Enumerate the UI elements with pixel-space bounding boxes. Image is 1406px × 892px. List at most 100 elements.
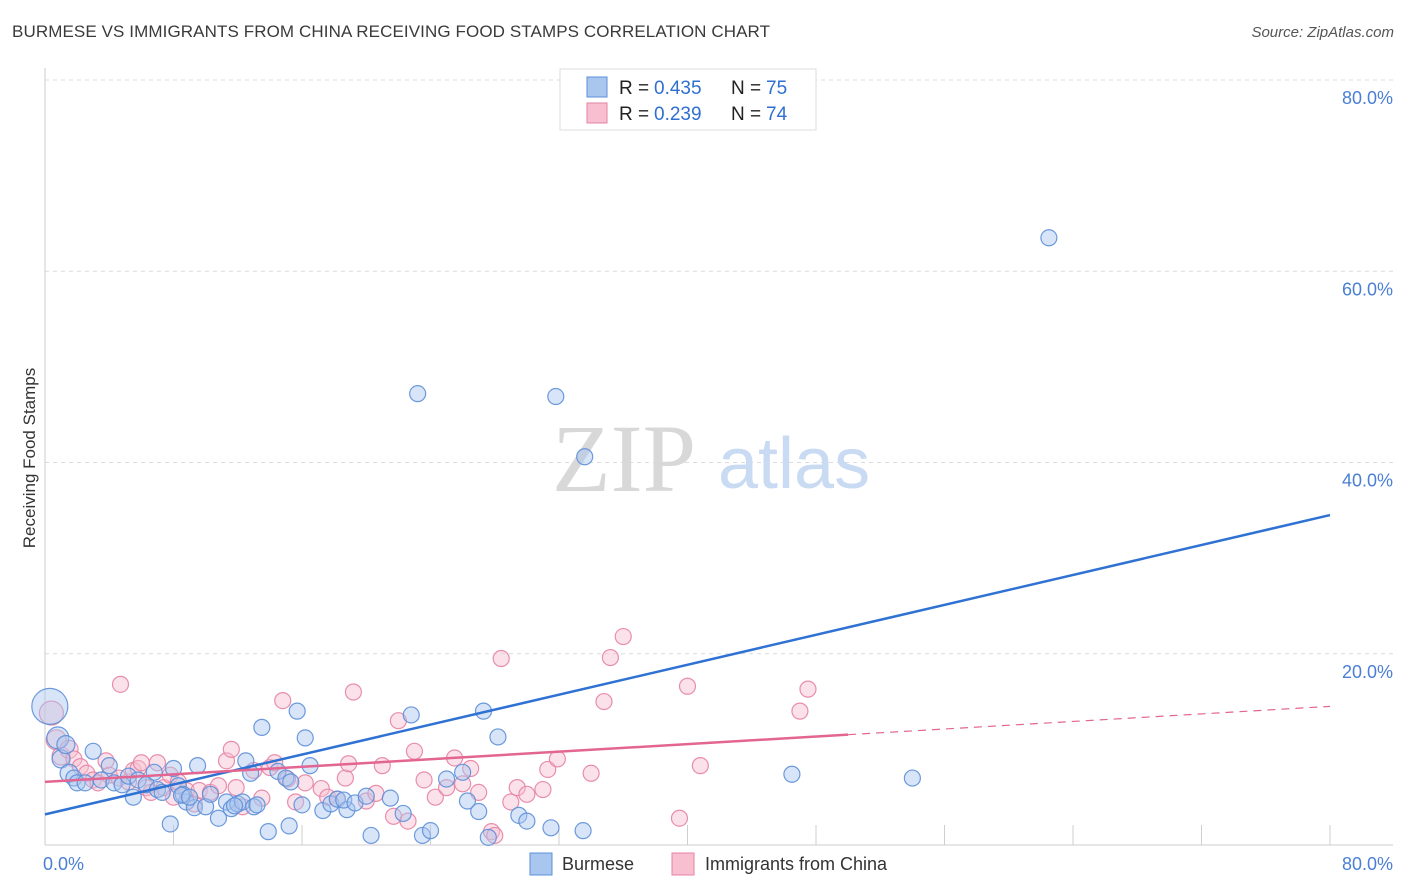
- burmese-point-71: [489, 728, 507, 746]
- bottom-legend-swatch-burmese: [529, 852, 553, 876]
- china-point-63: [492, 649, 510, 668]
- china-point-72: [601, 648, 620, 667]
- china-point-31: [227, 779, 245, 797]
- china-point-77: [791, 702, 809, 720]
- chart-source: Source: ZipAtlas.com: [1251, 24, 1394, 41]
- china-point-66: [518, 785, 536, 803]
- burmese-point-51: [280, 817, 298, 835]
- china-point-56: [437, 779, 456, 797]
- burmese-point-64: [421, 822, 440, 840]
- y-axis-label: Receiving Food Stamps: [20, 368, 39, 548]
- burmese-point-77: [576, 448, 594, 466]
- china-point-71: [582, 764, 600, 782]
- burmese-point-2: [51, 749, 71, 769]
- burmese-point-57: [357, 787, 375, 805]
- china-point-73: [614, 627, 632, 646]
- burmese-point-58: [362, 826, 380, 845]
- burmese-point-61: [402, 706, 420, 724]
- burmese-point-35: [233, 793, 252, 811]
- legend: R = 0.435 N = 75 R = 0.239 N = 74: [559, 68, 817, 131]
- burmese-point-53: [328, 790, 346, 808]
- burmese-point-5: [65, 769, 83, 787]
- china-point-59: [462, 759, 480, 778]
- burmese-point-74: [547, 387, 565, 406]
- burmese-point-46: [288, 702, 306, 720]
- burmese-point-68: [470, 802, 488, 821]
- china-trend-line: [44, 733, 849, 784]
- china-point-55: [426, 788, 444, 806]
- china-point-64: [502, 793, 520, 811]
- china-point-62: [486, 826, 504, 845]
- burmese-point-79: [903, 769, 921, 787]
- watermark: ZIP atlas: [552, 405, 870, 512]
- burmese-point-31: [209, 809, 228, 827]
- burmese-point-60: [394, 804, 412, 823]
- china-point-74: [670, 809, 689, 827]
- china-point-75: [678, 677, 697, 695]
- china-point-41: [312, 779, 330, 798]
- burmese-point-8: [84, 742, 102, 760]
- burmese-point-20: [161, 815, 179, 833]
- burmese-point-28: [188, 757, 207, 775]
- y-tick-label-1: 40.0%: [1342, 471, 1393, 491]
- burmese-trend-line: [44, 513, 1331, 816]
- china-point-68: [539, 760, 557, 779]
- burmese-point-30: [201, 785, 220, 803]
- burmese-point-66: [454, 763, 472, 781]
- legend-r-value-china: 0.239: [654, 104, 702, 125]
- y-tick-labels: 20.0% 40.0% 60.0% 80.0%: [1342, 88, 1393, 682]
- burmese-point-47: [293, 796, 311, 814]
- burmese-point-40: [225, 797, 244, 815]
- burmese-point-80: [1040, 229, 1058, 247]
- chart-title: BURMESE VS IMMIGRANTS FROM CHINA RECEIVI…: [12, 22, 771, 41]
- china-point-37: [274, 692, 292, 710]
- burmese-point-7: [76, 774, 94, 792]
- legend-r-label-burmese: R =: [619, 78, 649, 99]
- burmese-point-10: [100, 757, 118, 775]
- burmese-point-67: [458, 792, 477, 810]
- burmese-point-59: [381, 789, 399, 807]
- burmese-point-0: [31, 687, 69, 725]
- burmese-point-17: [145, 763, 163, 781]
- legend-r-label-china: R =: [619, 104, 649, 125]
- legend-n-value-china: 74: [766, 104, 788, 125]
- legend-swatch-burmese: [586, 76, 608, 98]
- china-point-30: [222, 740, 240, 758]
- burmese-point-3: [56, 734, 76, 755]
- bottom-legend-label-burmese: Burmese: [562, 854, 634, 874]
- legend-n-label-china: N =: [731, 104, 761, 125]
- burmese-point-63: [413, 826, 432, 845]
- burmese-point-48: [296, 729, 314, 747]
- china-point-54: [415, 771, 433, 789]
- bottom-legend-label-china: Immigrants from China: [705, 854, 888, 874]
- china-point-67: [534, 780, 552, 799]
- burmese-point-45: [282, 773, 300, 791]
- burmese-point-62: [409, 385, 427, 403]
- legend-n-value-burmese: 75: [766, 78, 787, 99]
- gridlines: [44, 79, 1393, 845]
- burmese-point-76: [542, 819, 560, 837]
- china-point-70: [595, 692, 613, 711]
- china-point-76: [691, 757, 709, 775]
- legend-swatch-china: [586, 102, 608, 124]
- china-point-0: [38, 700, 65, 726]
- bottom-legend-swatch-china: [671, 852, 695, 876]
- x-tick-label-min: 0.0%: [43, 854, 84, 874]
- burmese-point-73: [518, 812, 536, 830]
- china-trend-line-extension: [848, 705, 1331, 736]
- burmese-point-70: [479, 828, 497, 846]
- burmese-point-41: [259, 823, 277, 841]
- watermark-atlas: atlas: [718, 424, 870, 504]
- y-tick-label-2: 60.0%: [1342, 279, 1393, 299]
- burmese-point-75: [574, 822, 592, 840]
- burmese-point-55: [335, 791, 353, 809]
- watermark-zip: ZIP: [552, 405, 696, 512]
- x-tick-label-max: 80.0%: [1342, 854, 1393, 874]
- series-burmese-points: [31, 229, 1058, 846]
- china-point-12: [111, 675, 130, 693]
- china-point-53: [405, 742, 424, 760]
- china-point-65: [508, 779, 526, 797]
- burmese-point-39: [253, 718, 271, 736]
- china-point-46: [344, 683, 362, 701]
